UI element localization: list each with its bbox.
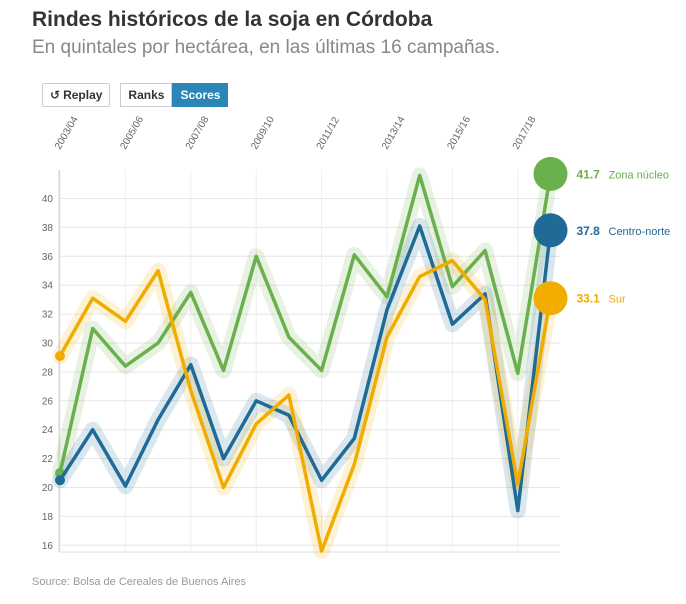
series-line <box>58 172 553 475</box>
series-end-value: 37.8 <box>577 224 601 238</box>
series-end-value: 41.7 <box>577 167 601 181</box>
y-axis: 16 18 20 22 24 26 28 30 32 34 36 38 40 <box>42 194 54 552</box>
grid <box>58 170 560 553</box>
y-tick-label: 32 <box>42 310 54 321</box>
series-line <box>58 258 553 553</box>
y-tick-label: 38 <box>42 223 54 234</box>
series-endpoints: 41.7 Zona núcleo 37.8 Centro-norte 33.1 Sur <box>533 156 671 316</box>
x-tick-label: 2003/04 <box>53 114 81 151</box>
page-title: Rindes históricos de la soja en Córdoba <box>32 8 433 31</box>
series-start-marker <box>55 351 65 362</box>
x-axis: 2003/04 2005/06 2007/08 2009/10 2011/12 2013/… <box>53 114 539 151</box>
x-tick-label: 2015/16 <box>445 114 473 151</box>
series-end-marker <box>533 213 568 248</box>
replay-button[interactable]: ↺ Replay <box>42 83 111 107</box>
series-halo <box>52 165 559 482</box>
x-tick-label: 2007/08 <box>184 114 212 151</box>
x-tick-label: 2017/18 <box>511 114 539 151</box>
x-tick-label: 2013/14 <box>380 114 408 151</box>
y-tick-label: 26 <box>42 396 54 407</box>
y-tick-label: 22 <box>42 454 54 465</box>
y-tick-label: 40 <box>42 194 54 205</box>
chart-controls: ↺ Replay Ranks Scores <box>42 83 229 107</box>
y-tick-label: 18 <box>42 512 54 523</box>
y-tick-label: 20 <box>42 483 54 494</box>
series-end-name: Centro-norte <box>609 226 671 238</box>
source-note: Source: Bolsa de Cereales de Buenos Aire… <box>32 576 247 588</box>
page-subtitle: En quintales por hectárea, en las última… <box>32 37 500 58</box>
ranks-button[interactable]: Ranks <box>120 83 173 107</box>
x-tick-label: 2005/06 <box>118 114 146 151</box>
y-tick-label: 24 <box>42 425 54 436</box>
series-lines <box>52 165 559 560</box>
y-tick-label: 28 <box>42 367 54 378</box>
series-end-name: Zona núcleo <box>609 169 670 181</box>
y-tick-label: 36 <box>42 252 54 263</box>
series-line <box>58 224 553 513</box>
view-toggle: Ranks Scores <box>120 83 229 107</box>
series-end-value: 33.1 <box>577 292 601 306</box>
replay-label: Replay <box>63 88 103 102</box>
y-tick-label: 34 <box>42 281 54 292</box>
x-tick-label: 2009/10 <box>249 114 277 151</box>
scores-button[interactable]: Scores <box>172 83 229 107</box>
y-tick-label: 16 <box>42 541 54 552</box>
replay-icon: ↺ <box>50 88 61 102</box>
series-end-name: Sur <box>609 294 626 306</box>
y-tick-label: 30 <box>42 339 54 350</box>
series-end-marker <box>533 281 568 316</box>
series-start-marker <box>55 475 65 486</box>
series-end-marker <box>533 156 568 191</box>
x-tick-label: 2011/12 <box>315 115 342 152</box>
